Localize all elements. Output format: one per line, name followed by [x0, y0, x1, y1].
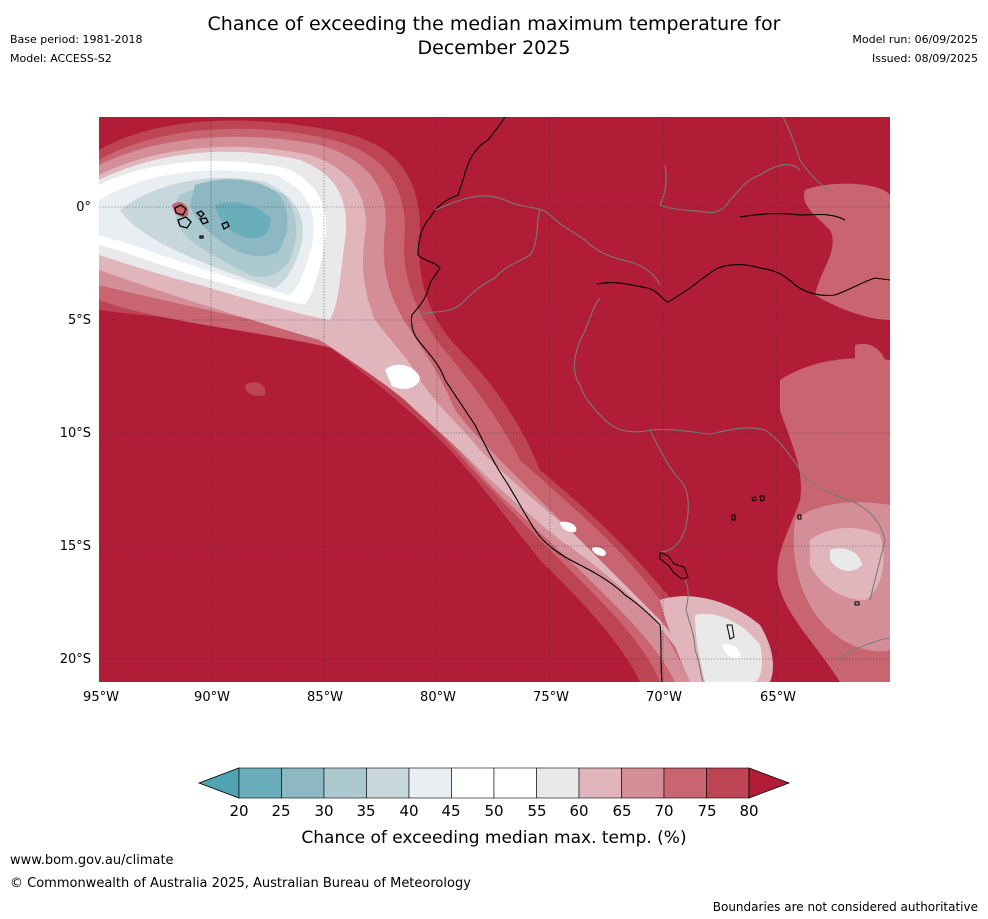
- lon-label: 75°W: [533, 690, 569, 705]
- lat-label: 15°S: [60, 539, 91, 554]
- colorbar-tick-label: 55: [527, 802, 546, 820]
- colorbar-swatch: [408, 767, 452, 799]
- graticule: [99, 117, 890, 682]
- lat-label: 0°: [76, 200, 91, 215]
- coastal-white-band-3: [592, 547, 606, 556]
- colorbar-swatch: [366, 767, 410, 799]
- base-period: Base period: 1981-2018: [10, 33, 143, 46]
- colorbar-tick-label: 30: [314, 802, 333, 820]
- lon-labels: 95°W 90°W 85°W 80°W 75°W 70°W 65°W: [83, 690, 796, 705]
- colorbar-tick-label: 50: [484, 802, 503, 820]
- negro-river: [739, 212, 846, 221]
- lon-label: 65°W: [760, 690, 796, 705]
- colorbar-tick-label: 60: [569, 802, 588, 820]
- colorbar-tick-label: 80: [739, 802, 758, 820]
- colorbar-extend-high: [748, 767, 791, 799]
- colorbar-tick-label: 20: [229, 802, 248, 820]
- colorbar-title: Chance of exceeding median max. temp. (%…: [301, 828, 686, 848]
- contour-70-north-east: [804, 183, 890, 320]
- bolivia-lakes: [726, 495, 860, 640]
- title-line-1: Chance of exceeding the median maximum t…: [207, 13, 781, 35]
- colorbar-swatch: [663, 767, 707, 799]
- lon-label: 95°W: [83, 690, 119, 705]
- boundary-disclaimer: Boundaries are not considered authoritat…: [712, 900, 978, 914]
- lon-label: 70°W: [646, 690, 682, 705]
- coastal-white-band-2: [560, 521, 577, 533]
- contour-70-small-west: [245, 382, 266, 396]
- colorbar-swatch: [281, 767, 325, 799]
- colorbar-tick-label: 65: [612, 802, 631, 820]
- lon-label: 90°W: [194, 690, 230, 705]
- lon-label: 85°W: [307, 690, 343, 705]
- colorbar-tick-label: 25: [271, 802, 290, 820]
- colorbar-swatch: [621, 767, 665, 799]
- coastline: [410, 117, 663, 682]
- contour-20-ocean: [215, 202, 271, 239]
- contour-70-inland: [855, 343, 888, 380]
- title-line-2: December 2025: [417, 37, 571, 59]
- colorbar-swatch: [536, 767, 580, 799]
- website-link[interactable]: www.bom.gov.au/climate: [10, 853, 174, 868]
- contour-45-south: [722, 644, 741, 658]
- colorbar-swatch: [706, 767, 750, 799]
- colorbar-tick-label: 40: [399, 802, 418, 820]
- issued-date: Issued: 08/09/2025: [871, 52, 978, 65]
- colorbar-swatch: [323, 767, 367, 799]
- country-borders: [417, 117, 890, 682]
- lat-label: 5°S: [68, 313, 91, 328]
- lat-label: 20°S: [60, 652, 91, 667]
- amazon-river: [596, 264, 890, 303]
- map-area: [99, 117, 890, 682]
- colorbar-tick-label: 70: [654, 802, 673, 820]
- colorbar-tick-label: 35: [356, 802, 375, 820]
- titicaca-lake: [659, 551, 689, 580]
- colorbar-swatch: [451, 767, 495, 799]
- colorbar: [197, 767, 791, 799]
- colorbar-swatch: [238, 767, 282, 799]
- lat-label: 10°S: [60, 426, 91, 441]
- colorbar-tick-label: 75: [697, 802, 716, 820]
- model-name: Model: ACCESS-S2: [10, 52, 112, 65]
- map-title: Chance of exceeding the median maximum t…: [0, 12, 988, 60]
- lat-labels: 0° 5°S 10°S 15°S 20°S: [60, 200, 91, 667]
- galapagos-islands: [174, 204, 230, 239]
- colorbar-labels: 20 25 30 35 40 45 50 55 60 65 70 75 80: [229, 802, 758, 820]
- colorbar-extend-low: [197, 767, 240, 799]
- contour-55-east: [830, 548, 862, 572]
- colorbar-swatch: [493, 767, 537, 799]
- model-run: Model run: 06/09/2025: [852, 33, 978, 46]
- colorbar-tick-label: 45: [441, 802, 460, 820]
- coastal-white-band: [385, 364, 420, 389]
- copyright-notice: © Commonwealth of Australia 2025, Austra…: [10, 876, 471, 891]
- lon-label: 80°W: [420, 690, 456, 705]
- colorbar-swatch: [578, 767, 622, 799]
